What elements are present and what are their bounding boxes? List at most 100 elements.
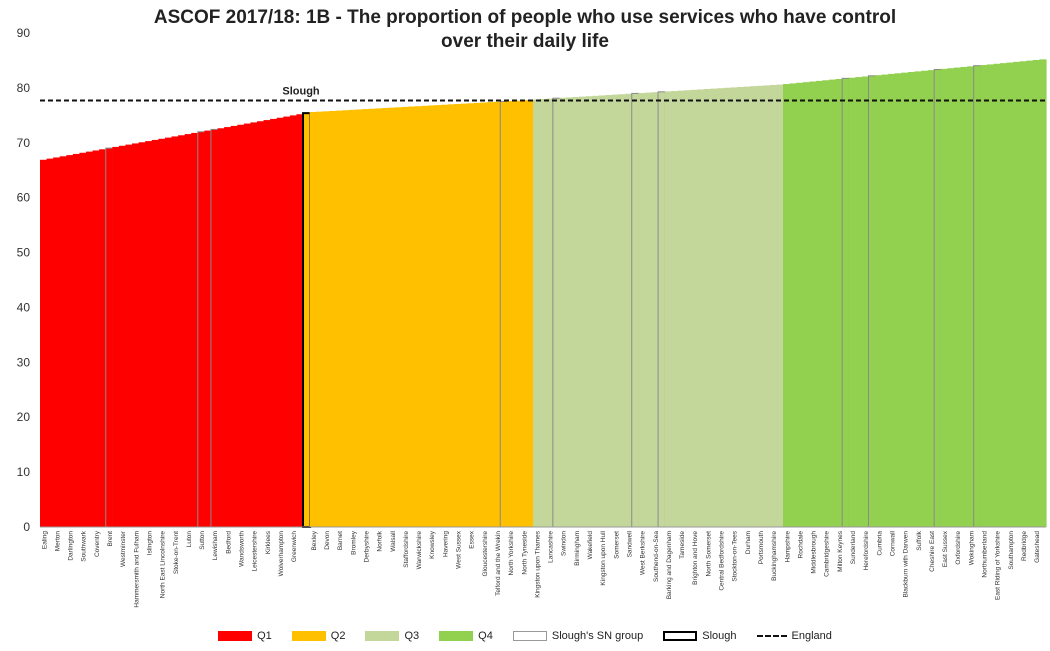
bar xyxy=(487,102,495,527)
x-tick-label: Hammersmith and Fulham xyxy=(133,531,140,608)
x-tick-label: Greenwich xyxy=(291,531,298,562)
x-tick-label: Devon xyxy=(324,531,331,550)
bar xyxy=(559,97,567,527)
bar xyxy=(960,66,968,527)
bar xyxy=(690,89,699,528)
bar xyxy=(243,123,252,527)
x-tick-label: Somerset xyxy=(613,531,620,559)
bar xyxy=(296,114,304,528)
x-tick-label: Knowsley xyxy=(429,530,436,559)
x-tick-label: Wakefield xyxy=(587,531,594,560)
x-tick-label: Rochdale xyxy=(797,531,804,559)
bar xyxy=(59,156,67,528)
bar xyxy=(704,89,712,527)
bar xyxy=(256,121,265,528)
legend-item-q3: Q3 xyxy=(365,630,419,642)
bar xyxy=(1032,59,1041,527)
bar xyxy=(999,63,1008,528)
y-tick-label: 80 xyxy=(17,81,31,95)
x-tick-label: Central Bedfordshire xyxy=(719,531,726,591)
bar xyxy=(1006,62,1014,527)
bar xyxy=(270,118,278,527)
bar xyxy=(723,87,731,528)
bar xyxy=(809,81,817,527)
bar xyxy=(158,138,166,527)
bar xyxy=(933,68,942,528)
bar xyxy=(368,108,376,527)
x-tick-label: Oxfordshire xyxy=(955,531,962,565)
x-tick-label: Essex xyxy=(469,530,476,548)
bar xyxy=(921,70,929,527)
x-tick-label: Darlington xyxy=(68,531,75,561)
bar xyxy=(178,135,186,527)
bar xyxy=(671,91,679,527)
bar xyxy=(151,139,159,527)
bar xyxy=(789,83,797,527)
bar xyxy=(401,106,409,528)
x-tick-label: East Sussex xyxy=(942,530,949,567)
bar xyxy=(118,145,127,527)
x-tick-label: Southend-on-Sea xyxy=(653,531,660,582)
bar xyxy=(782,84,791,528)
bar xyxy=(112,146,120,527)
bar xyxy=(769,85,778,527)
bar xyxy=(480,102,488,527)
bar xyxy=(447,104,455,528)
bar xyxy=(237,124,245,527)
x-tick-label: Sunderland xyxy=(850,531,857,565)
bar xyxy=(441,104,449,527)
bar xyxy=(875,75,883,528)
x-tick-label: Cumbria xyxy=(876,531,883,556)
bar xyxy=(506,101,515,527)
bar xyxy=(329,110,337,527)
bar xyxy=(684,90,692,527)
bar xyxy=(881,74,889,528)
x-tick-label: Lewisham xyxy=(212,531,219,560)
x-tick-label: Swindon xyxy=(561,531,568,556)
x-tick-label: West Sussex xyxy=(456,530,463,569)
bar xyxy=(224,127,232,527)
bar xyxy=(533,99,541,528)
bar xyxy=(539,99,547,528)
x-tick-label: Northumberland xyxy=(982,531,989,578)
bar xyxy=(86,151,94,527)
legend-label-q3: Q3 xyxy=(404,630,420,642)
legend-label-sn-group: Slough's SN group xyxy=(551,630,644,642)
bar xyxy=(907,72,916,527)
bar xyxy=(283,116,291,527)
bar xyxy=(473,102,482,527)
bar xyxy=(796,82,804,527)
bar xyxy=(867,75,877,528)
bar xyxy=(184,134,192,527)
x-tick-label: Westminster xyxy=(120,530,127,567)
x-tick-label: Kirklees xyxy=(265,530,272,554)
bar xyxy=(40,159,48,528)
x-tick-label: Staffordshire xyxy=(403,531,410,568)
x-tick-label: Portsmouth xyxy=(758,531,765,565)
x-tick-label: Southampton xyxy=(1008,531,1015,570)
x-tick-label: Norfolk xyxy=(377,530,384,551)
x-tick-label: North Tyneside xyxy=(521,531,528,575)
chart-title-line-2: over their daily life xyxy=(441,31,609,52)
bar xyxy=(657,91,666,528)
bar xyxy=(572,97,580,527)
x-tick-label: Sandwell xyxy=(626,530,633,557)
bar xyxy=(493,101,501,527)
bar xyxy=(894,73,902,527)
bar xyxy=(815,80,824,527)
bar xyxy=(625,93,633,527)
y-tick-label: 0 xyxy=(23,520,30,534)
bar xyxy=(381,108,390,527)
x-tick-label: Wokingham xyxy=(968,531,975,565)
x-tick-label: Milton Keynes xyxy=(837,530,844,572)
bar-slough xyxy=(302,112,312,528)
chart-title: ASCOF 2017/18: 1B - The proportion of pe… xyxy=(0,6,1050,54)
bar xyxy=(743,86,751,527)
bar xyxy=(388,107,396,528)
bar xyxy=(66,155,74,527)
x-tick-label: Barking and Dagenham xyxy=(666,531,673,599)
legend-label-q4: Q4 xyxy=(478,630,493,642)
x-tick-label: Blackburn with Darwen xyxy=(903,531,910,598)
x-tick-label: Bedford xyxy=(225,531,232,554)
bar xyxy=(342,110,350,528)
